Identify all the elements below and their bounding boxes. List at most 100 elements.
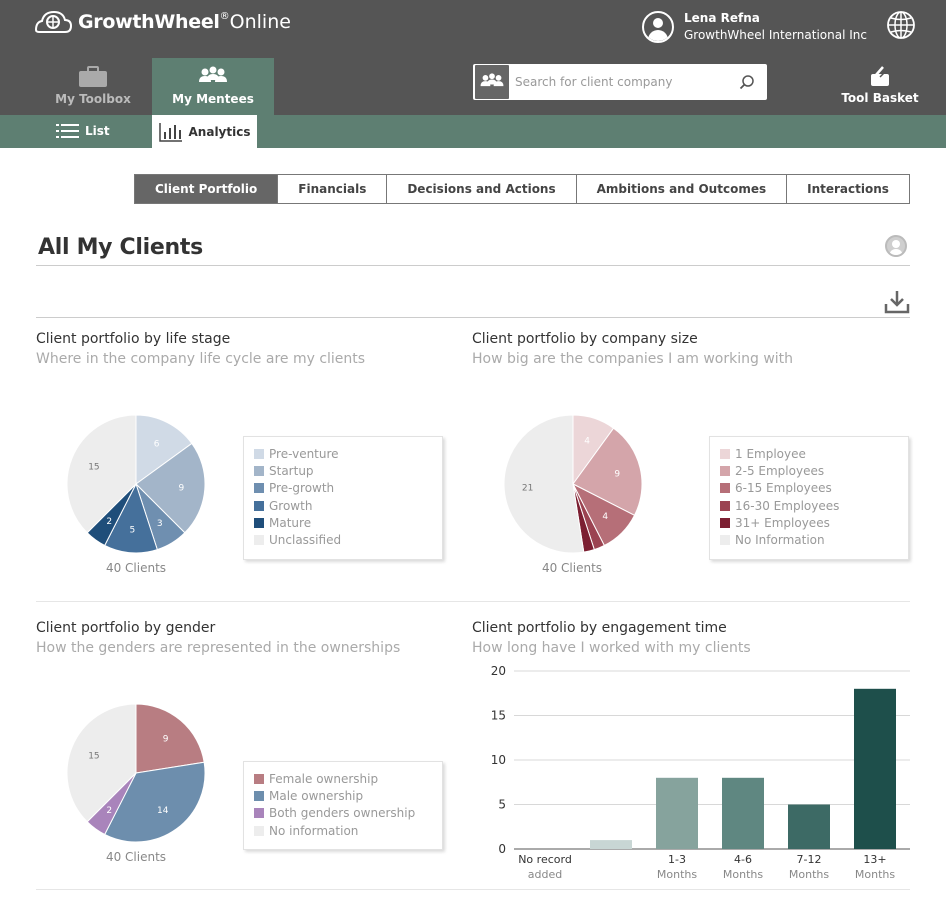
legend-label: Mature [269, 515, 312, 530]
pie-slice-female-ownership[interactable] [135, 703, 205, 774]
legend-swatch [720, 535, 730, 546]
bar-4-6-months[interactable] [722, 777, 764, 849]
legend-item-startup[interactable]: Startup [254, 462, 432, 479]
legend-label: Pre-venture [269, 446, 339, 461]
people-group-icon [480, 73, 504, 87]
x-tick-label: added [528, 868, 562, 881]
pie-slice-2-5-employees[interactable] [572, 427, 643, 516]
bar-unlabeled[interactable] [590, 840, 632, 849]
legend-item-31-employees[interactable]: 31+ Employees [720, 514, 898, 531]
life-stage-client-count: 40 Clients [105, 561, 167, 575]
legend-swatch [254, 448, 264, 459]
tab-financials[interactable]: Financials [277, 175, 387, 203]
nav-my-toolbox[interactable]: My Toolbox [52, 58, 134, 115]
x-tick-label: 1-3 [668, 853, 686, 866]
nav-my-mentees[interactable]: My Mentees [152, 58, 274, 115]
pie-slice-label: 21 [522, 484, 533, 494]
legend-swatch [720, 465, 730, 476]
legend-item-6-15-employees[interactable]: 6-15 Employees [720, 480, 898, 497]
legend-item-16-30-employees[interactable]: 16-30 Employees [720, 497, 898, 514]
engagement-chart-title: Client portfolio by engagement time [472, 620, 727, 636]
legend-label: No Information [735, 533, 825, 548]
life-stage-legend: Pre-venture Startup Pre-growth Growth Mature… [243, 436, 443, 560]
legend-swatch [254, 535, 264, 546]
x-tick-label: 4-6 [734, 853, 752, 866]
tab-ambitions-and-outcomes[interactable]: Ambitions and Outcomes [575, 175, 787, 203]
legend-label: Startup [269, 463, 314, 478]
company-size-chart-title: Client portfolio by company size [472, 331, 698, 347]
life-stage-chart-subtitle: Where in the company life cycle are my c… [36, 351, 366, 367]
engagement-bar-chart: 0 5 10 15 20 No record added 1-3 Months 4-6 Months… [491, 664, 910, 881]
brand-suffix: Online [229, 11, 291, 33]
legend-item-unclassified[interactable]: Unclassified [254, 531, 432, 548]
legend-item-2-5-employees[interactable]: 2-5 Employees [720, 462, 898, 479]
bar-13-months[interactable] [854, 688, 896, 849]
pie-slice-label: 15 [88, 752, 99, 762]
pie-slice-label: 9 [163, 734, 169, 744]
pie-slice-label: 2 [106, 517, 112, 527]
download-icon[interactable] [884, 290, 910, 314]
legend-label: Pre-growth [269, 481, 335, 496]
life-stage-chart-title: Client portfolio by life stage [36, 331, 231, 347]
legend-swatch [254, 465, 264, 476]
user-profile[interactable]: Lena Refna GrowthWheel International Inc [642, 10, 867, 44]
gender-pie-chart: 9 14 2 15 [66, 703, 206, 843]
pie-slice-no-information[interactable] [503, 414, 585, 554]
legend-item-both-genders-ownership[interactable]: Both genders ownership [254, 805, 432, 822]
legend-item-no-information[interactable]: No Information [720, 531, 898, 548]
pie-slice-unclassified[interactable] [66, 414, 137, 534]
section-tabs: Client Portfolio Financials Decisions an… [134, 174, 910, 204]
search-clients-button[interactable] [475, 65, 509, 99]
y-tick-label: 20 [491, 664, 506, 678]
x-tick-label: Months [789, 868, 829, 881]
page-title: All My Clients [38, 235, 203, 260]
search-icon[interactable] [739, 74, 755, 90]
wheel-logo-icon [34, 10, 73, 33]
pie-slice-no-information[interactable] [66, 703, 137, 823]
user-organization: GrowthWheel International Inc [684, 28, 867, 42]
nav-my-mentees-label: My Mentees [172, 92, 254, 106]
legend-item-female-ownership[interactable]: Female ownership [254, 770, 432, 787]
legend-swatch [720, 483, 730, 494]
legend-item-pre-venture[interactable]: Pre-venture [254, 445, 432, 462]
legend-item-no-information[interactable]: No information [254, 822, 432, 839]
engagement-chart-subtitle: How long have I worked with my clients [472, 640, 751, 656]
life-stage-pie-chart: 6 9 3 5 2 15 [66, 414, 206, 554]
legend-item-mature[interactable]: Mature [254, 514, 432, 531]
legend-item-1-employee[interactable]: 1 Employee [720, 445, 898, 462]
tool-basket-label: Tool Basket [841, 91, 919, 105]
people-group-icon [199, 66, 227, 82]
legend-swatch [254, 808, 264, 819]
x-tick-label: Months [723, 868, 763, 881]
legend-item-male-ownership[interactable]: Male ownership [254, 787, 432, 804]
divider [36, 889, 910, 890]
sub-nav-analytics[interactable]: Analytics [152, 115, 257, 148]
y-tick-label: 5 [498, 798, 506, 812]
globe-icon[interactable] [886, 10, 916, 40]
brand-registered-mark: ® [219, 10, 230, 22]
pie-slice-pre-venture[interactable] [135, 414, 193, 485]
divider [36, 265, 910, 266]
tool-basket-button[interactable]: Tool Basket [840, 66, 920, 105]
tab-client-portfolio[interactable]: Client Portfolio [135, 175, 278, 203]
x-tick-label: No record [518, 853, 572, 866]
nav-my-toolbox-label: My Toolbox [55, 92, 131, 106]
legend-item-pre-growth[interactable]: Pre-growth [254, 480, 432, 497]
legend-label: 6-15 Employees [735, 481, 832, 496]
brand-logo[interactable]: GrowthWheel ® Online [32, 8, 291, 36]
user-name: Lena Refna [684, 11, 760, 25]
tab-interactions[interactable]: Interactions [786, 175, 909, 203]
toolbox-icon [79, 66, 107, 87]
tab-decisions-and-actions[interactable]: Decisions and Actions [386, 175, 576, 203]
pie-slice-startup[interactable] [135, 442, 206, 534]
search-input[interactable] [515, 75, 737, 89]
legend-item-growth[interactable]: Growth [254, 497, 432, 514]
bar-7-12-months[interactable] [788, 804, 830, 850]
bar-1-3-months[interactable] [656, 777, 698, 849]
pie-slice-male-ownership[interactable] [104, 761, 206, 843]
user-avatar-icon[interactable] [885, 235, 907, 257]
pie-slice-label: 6 [154, 439, 160, 449]
pie-slice-label: 15 [88, 463, 99, 473]
sub-nav-list[interactable]: List [56, 123, 110, 139]
legend-label: 16-30 Employees [735, 498, 840, 513]
